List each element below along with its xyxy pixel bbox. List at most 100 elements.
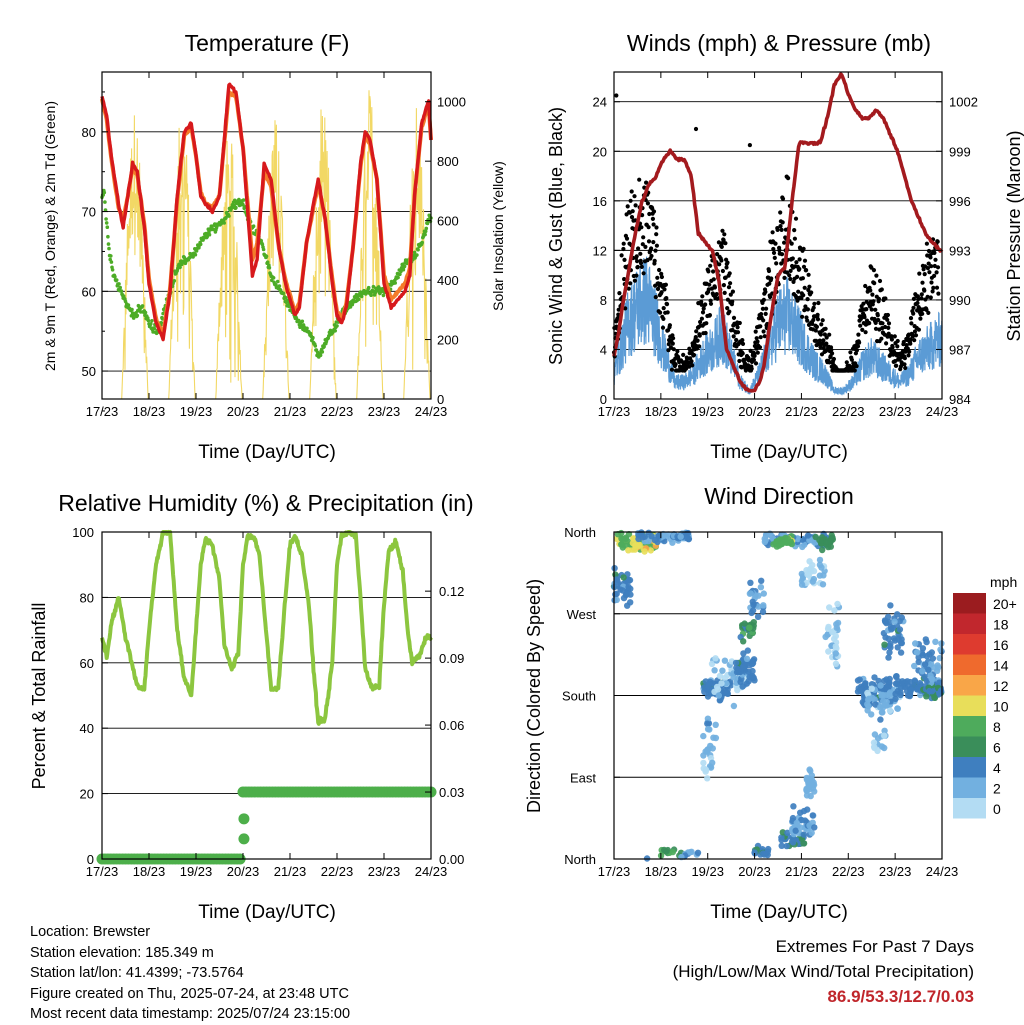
gust-point xyxy=(787,273,792,278)
gust-point xyxy=(870,292,875,297)
dewpoint-point xyxy=(277,284,282,288)
gust-point xyxy=(624,236,630,241)
direction-point xyxy=(862,680,869,687)
direction-point xyxy=(887,644,894,651)
gust-point xyxy=(630,209,635,214)
dewpoint-point xyxy=(103,208,108,212)
gust-point xyxy=(788,276,793,282)
gust-point xyxy=(779,227,784,232)
dewpoint-point xyxy=(159,321,164,325)
x-tick-label: 22/23 xyxy=(832,864,865,879)
direction-point xyxy=(784,829,791,836)
gust-point xyxy=(637,177,642,182)
gust-point xyxy=(730,299,735,304)
gust-point xyxy=(926,261,931,266)
x-tick-label: 22/23 xyxy=(321,404,354,419)
y-tick-label: 100 xyxy=(72,525,94,540)
gust-point xyxy=(912,338,917,343)
gust-point xyxy=(810,321,815,326)
gust-point xyxy=(906,353,911,358)
gust-point xyxy=(807,284,812,289)
gust-point xyxy=(802,258,808,263)
direction-point xyxy=(868,685,875,692)
dewpoint-point xyxy=(300,319,305,324)
direction-point xyxy=(712,734,720,742)
gust-point xyxy=(857,340,862,345)
gust-point xyxy=(871,268,877,273)
extremes-title: Extremes For Past 7 Days xyxy=(775,937,974,956)
gust-point xyxy=(848,350,853,355)
direction-point xyxy=(921,661,929,668)
x-tick-label: 20/23 xyxy=(738,864,771,879)
x-tick-label: 19/23 xyxy=(691,404,724,419)
direction-point xyxy=(868,681,876,688)
gust-point xyxy=(633,203,638,208)
direction-point xyxy=(822,633,829,641)
temperature-data xyxy=(100,82,433,400)
gust-point xyxy=(755,350,760,355)
gust-point xyxy=(769,276,774,281)
direction-point xyxy=(893,680,901,688)
gust-point xyxy=(864,307,869,312)
dewpoint-point xyxy=(113,274,117,279)
gust-point xyxy=(761,329,766,334)
gust-point xyxy=(903,349,908,354)
y2-tick-label: 1000 xyxy=(437,95,466,110)
gust-point xyxy=(634,254,639,259)
direction-point xyxy=(886,675,893,683)
direction-point xyxy=(881,701,888,708)
direction-point xyxy=(709,759,716,766)
gust-point xyxy=(855,344,861,349)
gust-point xyxy=(712,285,718,290)
direction-point xyxy=(714,686,722,693)
dewpoint-point xyxy=(222,221,226,225)
gust-point xyxy=(728,281,733,286)
gust-point xyxy=(929,264,934,269)
legend-swatch xyxy=(953,736,986,757)
gust-point xyxy=(924,241,930,246)
direction-point xyxy=(700,732,707,740)
gust-point xyxy=(697,344,702,349)
gust-point xyxy=(800,314,805,319)
direction-point xyxy=(808,776,816,783)
direction-point xyxy=(700,759,707,767)
direction-point xyxy=(893,673,900,680)
gust-point xyxy=(814,324,820,329)
gust-point xyxy=(819,322,824,327)
humidity-ticks: 17/23 18/23 19/23 20/23 21/23 22/23 23/23 24/23… xyxy=(72,525,464,879)
rainfall-point xyxy=(238,813,250,825)
legend-swatch xyxy=(953,798,986,819)
dewpoint-point xyxy=(182,255,187,260)
y-tick-label: 20 xyxy=(80,787,94,802)
dewpoint-point xyxy=(241,198,246,202)
direction-point xyxy=(819,581,827,588)
dewpoint-point xyxy=(305,326,309,331)
direction-point xyxy=(926,687,933,695)
gust-point xyxy=(934,270,939,275)
gust-point xyxy=(697,333,702,338)
legend-label: 14 xyxy=(993,658,1009,674)
gust-point xyxy=(654,225,659,230)
gust-point xyxy=(693,126,699,132)
direction-point xyxy=(878,692,885,699)
temperature-panel: Temperature (F) 17/23 18/23 19/23 20/23 21/2… xyxy=(42,30,506,463)
direction-point xyxy=(625,547,632,554)
gust-point xyxy=(815,312,820,317)
direction-point xyxy=(761,538,769,546)
direction-point xyxy=(886,707,894,714)
dewpoint-point xyxy=(227,214,231,218)
y2-tick-label: 200 xyxy=(437,333,459,348)
gust-point xyxy=(873,320,878,325)
dewpoint-point xyxy=(275,279,280,284)
y2-tick-label: 990 xyxy=(949,293,971,308)
gust-point xyxy=(821,338,826,343)
direction-point xyxy=(700,765,707,772)
dewpoint-point xyxy=(136,303,141,308)
y-tick-label: 20 xyxy=(593,144,607,159)
gust-point xyxy=(719,244,724,249)
dewpoint-point xyxy=(209,224,214,228)
gust-point xyxy=(935,265,941,270)
direction-point xyxy=(740,638,747,645)
gust-point xyxy=(885,317,890,322)
dewpoint-point xyxy=(359,294,364,299)
